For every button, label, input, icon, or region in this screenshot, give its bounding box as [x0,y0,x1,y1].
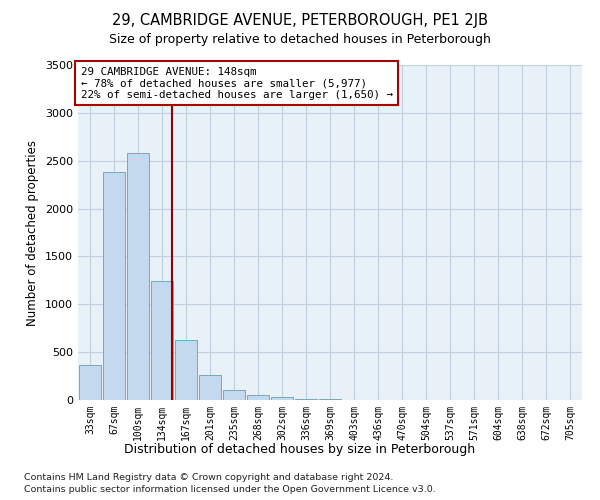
Bar [319,399,341,400]
Bar [247,395,269,400]
Bar [199,375,221,400]
Text: Contains public sector information licensed under the Open Government Licence v3: Contains public sector information licen… [24,485,436,494]
Bar [295,398,317,400]
Bar [175,340,197,400]
Text: Size of property relative to detached houses in Peterborough: Size of property relative to detached ho… [109,32,491,46]
Text: 29 CAMBRIDGE AVENUE: 148sqm
← 78% of detached houses are smaller (5,977)
22% of : 29 CAMBRIDGE AVENUE: 148sqm ← 78% of det… [80,66,392,100]
Text: Contains HM Land Registry data © Crown copyright and database right 2024.: Contains HM Land Registry data © Crown c… [24,472,394,482]
Bar [127,153,149,400]
Y-axis label: Number of detached properties: Number of detached properties [26,140,40,326]
Bar [79,364,101,400]
Bar [151,282,173,400]
Bar [103,172,125,400]
Text: 29, CAMBRIDGE AVENUE, PETERBOROUGH, PE1 2JB: 29, CAMBRIDGE AVENUE, PETERBOROUGH, PE1 … [112,12,488,28]
Bar [271,397,293,400]
Bar [223,390,245,400]
Text: Distribution of detached houses by size in Peterborough: Distribution of detached houses by size … [124,442,476,456]
